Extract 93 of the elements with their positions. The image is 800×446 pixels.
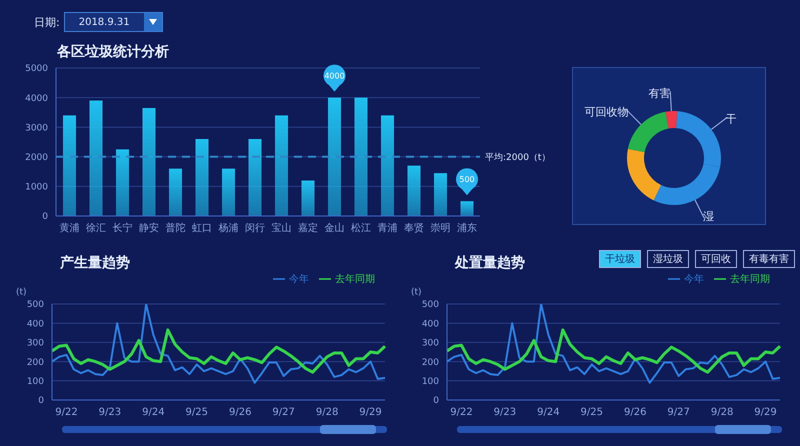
y-tick-label: 300 [422,338,440,349]
line-series [446,328,782,374]
bar [354,98,368,216]
x-tick-label: 浦东 [456,222,477,234]
x-tick-label: 9/26 [228,407,252,418]
y-axis-title: (t) [16,287,27,298]
chart-title: 处置量趋势 [455,254,525,272]
bar [63,115,76,216]
tab-button: 干垃圾 [599,250,641,268]
chart-title: 产生量趋势 [60,254,130,272]
bar [328,98,341,216]
x-tick-label: 9/24 [537,407,560,418]
y-tick-label: 300 [26,338,44,349]
bar [222,168,235,216]
legend-label: 今年 [289,274,309,285]
x-tick-label: 9/22 [450,407,473,418]
y-tick-label: 500 [422,300,440,310]
bar [302,180,314,216]
x-tick-label: 9/29 [754,407,777,418]
y-tick-label: 4000 [25,94,48,104]
x-tick-label: 闵行 [244,222,265,234]
x-tick-label: 9/25 [580,407,604,418]
x-tick-label: 宝山 [271,222,292,234]
x-tick-label: 9/28 [316,407,338,418]
y-axis-title: (t) [411,287,422,298]
y-tick-label: 0 [42,212,48,222]
bar [381,115,394,216]
x-tick-label: 崇明 [430,222,450,234]
slice-label: 有害 [648,87,670,100]
x-tick-label: 长宁 [112,222,132,234]
donut-slice [666,111,678,128]
y-tick-label: 100 [26,376,44,387]
x-tick-label: 普陀 [165,222,186,234]
x-tick-label: 杨浦 [217,222,238,234]
slice-label: 湿 [703,210,714,224]
x-tick-label: 嘉定 [298,222,318,234]
y-tick-label: 200 [26,358,44,368]
x-tick-label: 金山 [324,222,344,234]
bar [408,166,420,216]
line-series [51,304,386,384]
tab-button: 可回收 [695,250,737,268]
legend-label: 今年 [684,274,704,285]
x-tick-label: 奉贤 [404,222,424,234]
x-tick-label: 9/23 [494,407,516,418]
y-tick-label: 1000 [25,182,48,193]
x-tick-label: 松江 [350,222,371,234]
x-tick-label: 9/27 [667,407,690,418]
donut-slice [627,148,662,200]
bar [460,201,474,216]
y-tick-label: 400 [422,319,440,330]
y-tick-label: 100 [422,376,440,387]
donut-slice [628,112,669,152]
slice-label: 可回收物 [584,106,628,119]
data-label: 500 [459,175,475,184]
y-tick-label: 3000 [25,123,48,134]
tab-button: 有毒有害 [743,250,795,268]
bar [116,149,129,216]
bar [169,168,182,216]
y-tick-label: 2000 [25,152,48,163]
x-tick-label: 徐汇 [86,222,106,234]
bar [196,139,208,216]
tab-button: 湿垃圾 [647,250,689,268]
x-tick-label: 黄浦 [59,222,80,234]
bar [275,115,288,216]
x-tick-label: 9/22 [55,407,78,418]
x-tick-label: 9/23 [98,407,122,418]
y-tick-label: 200 [422,358,440,368]
ref-line-label: 平均:2000（t） [485,152,550,163]
bar [90,100,102,216]
y-tick-label: 500 [26,300,44,310]
x-tick-label: 静安 [138,222,159,234]
bar [434,173,447,216]
x-tick-label: 9/29 [359,407,382,418]
line-series [446,304,781,384]
x-tick-label: 青浦 [377,222,398,234]
x-tick-label: 9/24 [142,407,165,418]
y-tick-label: 5000 [25,64,48,74]
chart-title: 各区垃圾统计分析 [57,43,169,61]
y-tick-label: 0 [433,396,440,406]
data-label: 4000 [324,72,345,81]
bar [248,139,262,216]
bar [142,108,156,216]
legend-label: 去年同期 [335,274,375,285]
x-tick-label: 9/28 [710,407,734,418]
legend-label: 去年同期 [730,274,770,285]
x-tick-label: 9/27 [272,407,295,418]
x-tick-label: 9/25 [186,407,208,418]
y-tick-label: 400 [26,319,44,330]
y-tick-label: 0 [38,396,44,406]
x-tick-label: 虹口 [192,222,212,234]
x-tick-label: 9/26 [624,407,646,418]
line-series [50,328,386,374]
slice-label: 干 [726,112,737,126]
